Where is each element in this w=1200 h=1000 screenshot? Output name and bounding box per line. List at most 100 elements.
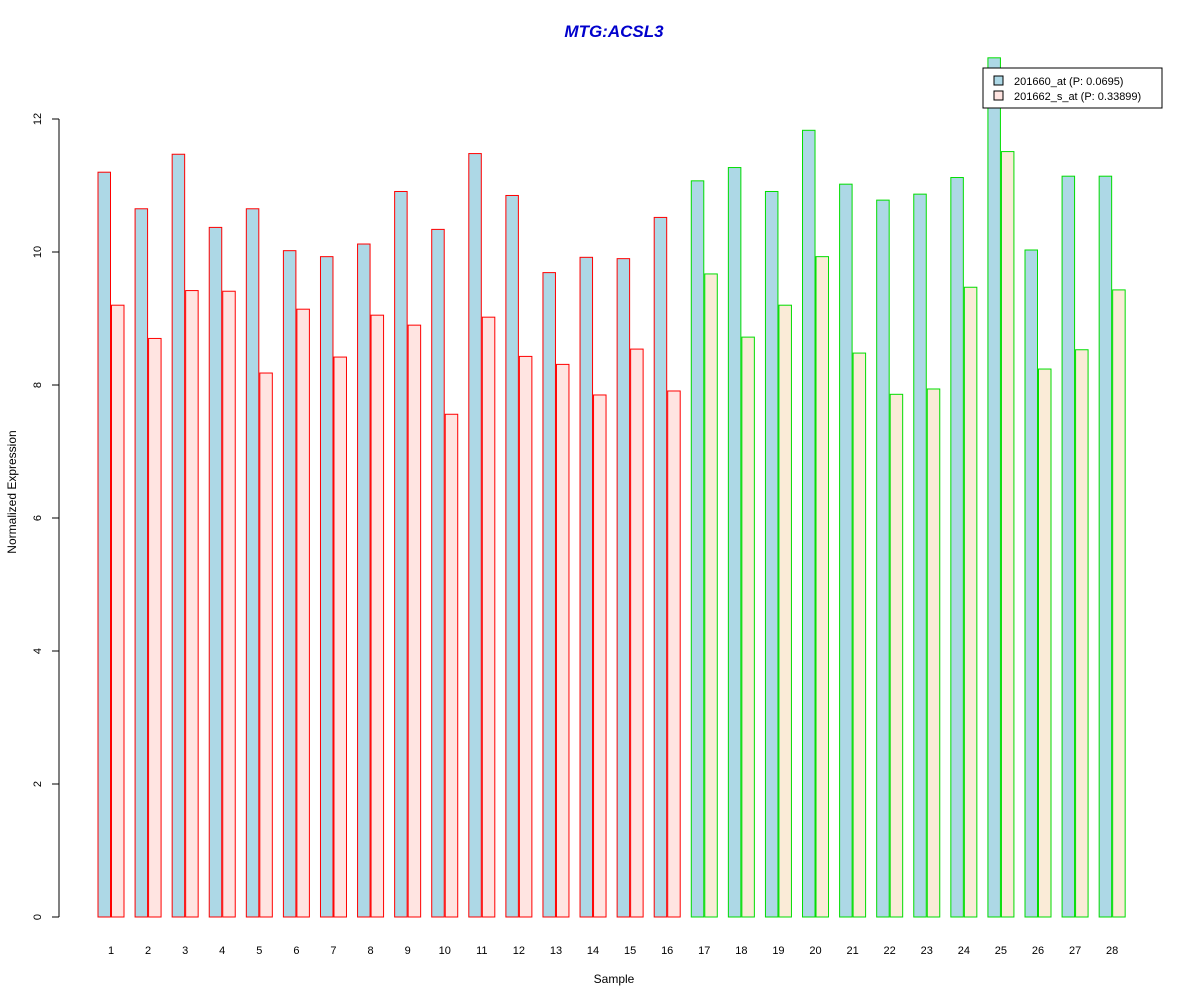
legend: 201660_at (P: 0.0695) 201662_s_at (P: 0.…: [982, 67, 1163, 109]
x-tick-label: 9: [405, 945, 411, 957]
bar-series-2-sample-19: [778, 304, 792, 918]
y-tick-label: 2: [32, 781, 44, 787]
y-tick-label: 6: [32, 515, 44, 521]
legend-label-series-2: 201662_s_at (P: 0.33899): [1014, 91, 1141, 103]
chart-title: MTG:ACSL3: [564, 22, 664, 41]
bar-series-1-sample-14: [579, 256, 594, 918]
bar-series-2-sample-3: [185, 290, 199, 918]
bar-series-2-sample-23: [926, 388, 941, 918]
bar-series-1-sample-16: [653, 216, 668, 918]
bar-series-2-sample-2: [148, 337, 162, 918]
bar-series-1-sample-25: [987, 57, 1001, 918]
bar-series-1-sample-26: [1024, 249, 1038, 918]
bar-series-1-sample-24: [950, 177, 964, 918]
bar-series-2-sample-15: [630, 348, 644, 918]
bar-series-1-sample-11: [468, 153, 482, 918]
x-tick-label: 13: [550, 945, 562, 957]
bar-series-2-sample-17: [704, 273, 718, 918]
bar-series-1-sample-15: [616, 258, 631, 918]
bar-series-2-sample-12: [518, 355, 533, 918]
bar-series-1-sample-28: [1098, 175, 1113, 918]
x-tick-label: 21: [846, 945, 858, 957]
x-tick-label: 17: [698, 945, 710, 957]
bar-series-2-sample-7: [333, 356, 347, 918]
x-tick-label: 19: [772, 945, 784, 957]
y-axis-title: Normalized Expression: [5, 430, 19, 553]
bar-series-1-sample-13: [542, 272, 556, 918]
bar-series-1-sample-18: [727, 167, 742, 918]
x-tick-label: 15: [624, 945, 636, 957]
x-tick-label: 4: [219, 945, 225, 957]
x-tick-label: 16: [661, 945, 673, 957]
bar-series-1-sample-4: [208, 226, 223, 918]
x-tick-label: 23: [921, 945, 933, 957]
bar-series-2-sample-6: [296, 308, 310, 918]
x-tick-label: 11: [476, 945, 487, 957]
bar-series-2-sample-28: [1112, 289, 1126, 918]
bar-series-1-sample-9: [394, 190, 408, 918]
bar-series-2-sample-8: [370, 314, 385, 918]
legend-swatch-series-2: [993, 90, 1004, 101]
x-tick-label: 10: [439, 945, 451, 957]
legend-box: [982, 67, 1163, 109]
y-tick-label: 10: [32, 246, 44, 258]
y-tick-label: 4: [32, 648, 44, 654]
bar-series-1-sample-10: [431, 228, 445, 918]
x-tick-label: 2: [145, 945, 151, 957]
bar-series-2-sample-24: [963, 286, 978, 918]
bar-series-2-sample-25: [1000, 151, 1015, 918]
bar-series-2-sample-4: [222, 290, 236, 918]
x-tick-label: 24: [958, 945, 970, 957]
legend-swatch-series-1: [993, 75, 1004, 86]
y-tick-label: 0: [32, 914, 44, 920]
bar-series-2-sample-11: [481, 316, 496, 918]
bar-series-1-sample-27: [1061, 175, 1076, 918]
y-tick-label: 12: [32, 113, 44, 125]
bar-series-1-sample-7: [319, 256, 334, 918]
x-tick-label: 3: [182, 945, 188, 957]
bar-series-1-sample-12: [505, 194, 519, 918]
bar-series-1-sample-5: [245, 208, 260, 918]
bar-series-1-sample-2: [134, 208, 149, 918]
x-tick-label: 12: [513, 945, 525, 957]
bar-series-1-sample-19: [764, 190, 779, 918]
bars: [97, 57, 1126, 918]
x-tick-label: 1: [108, 945, 114, 957]
x-tick-label: 22: [884, 945, 896, 957]
bar-series-2-sample-9: [407, 324, 422, 918]
y-tick-label: 8: [32, 382, 44, 388]
x-tick-label: 25: [995, 945, 1007, 957]
x-tick-labels: 1 2 3 4 5 6 7 8 9 10 11 12 13 14 15 16 17 18 19 20 21 22 23 24 2…: [108, 945, 1118, 957]
bar-series-2-sample-10: [444, 413, 459, 918]
bar-series-1-sample-20: [802, 129, 816, 918]
x-tick-label: 28: [1106, 945, 1118, 957]
legend-label-series-1: 201660_at (P: 0.0695): [1014, 76, 1123, 88]
bar-series-1-sample-8: [357, 243, 371, 918]
bar-series-2-sample-1: [111, 304, 125, 918]
x-tick-label: 26: [1032, 945, 1044, 957]
bar-series-1-sample-3: [171, 153, 186, 918]
bar-series-2-sample-20: [815, 256, 830, 918]
bar-series-1-sample-21: [839, 183, 853, 918]
bar-series-2-sample-26: [1038, 368, 1052, 918]
bar-series-2-sample-14: [593, 394, 607, 918]
bar-series-2-sample-21: [852, 352, 867, 918]
x-tick-label: 7: [330, 945, 336, 957]
x-tick-label: 8: [367, 945, 373, 957]
x-tick-label: 27: [1069, 945, 1081, 957]
bar-series-2-sample-13: [555, 363, 570, 918]
y-axis: 0 2 4 6 8 10 12: [32, 113, 60, 920]
bar-series-2-sample-18: [741, 336, 755, 918]
bar-series-1-sample-23: [913, 193, 927, 918]
x-tick-label: 6: [293, 945, 299, 957]
x-tick-label: 20: [809, 945, 821, 957]
x-tick-label: 5: [256, 945, 262, 957]
x-tick-label: 14: [587, 945, 599, 957]
bar-series-1-sample-6: [282, 250, 297, 918]
bar-series-2-sample-5: [259, 372, 273, 918]
bar-series-2-sample-16: [667, 390, 681, 918]
bar-series-1-sample-22: [876, 199, 890, 918]
bar-series-2-sample-22: [889, 393, 904, 918]
bar-series-1-sample-1: [97, 171, 111, 918]
